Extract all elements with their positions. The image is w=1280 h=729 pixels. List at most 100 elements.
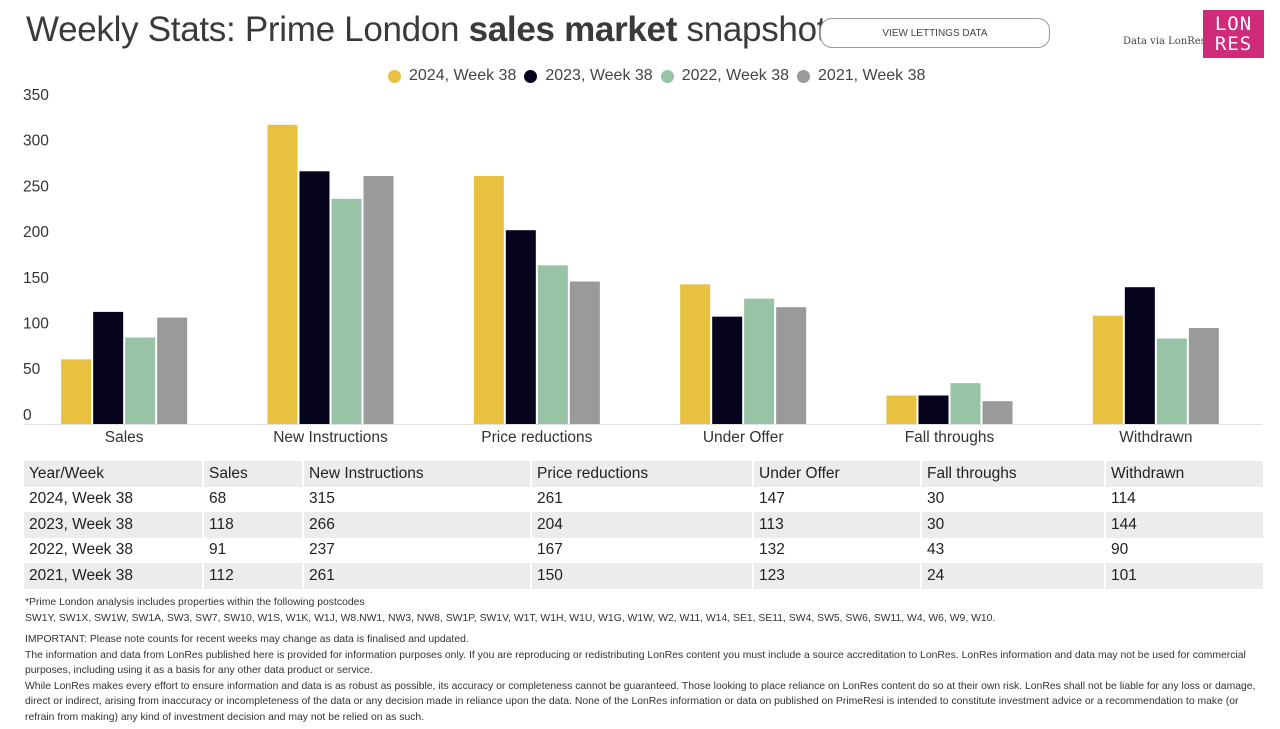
notes: *Prime London analysis includes properti…: [25, 595, 1265, 725]
table-cell: 204: [532, 512, 754, 538]
bar[interactable]: [125, 337, 156, 424]
bar[interactable]: [1156, 338, 1187, 425]
title-bold: sales market: [468, 10, 678, 49]
x-tick-label: Under Offer: [703, 429, 784, 446]
chart-legend: 2024, Week 38 2023, Week 38 2022, Week 38 2…: [388, 67, 933, 85]
table-cell: 30: [922, 512, 1106, 538]
table-header-cell: Under Offer: [754, 461, 922, 487]
table-cell: 315: [304, 486, 532, 512]
bar[interactable]: [918, 395, 949, 425]
view-lettings-data-button[interactable]: VIEW LETTINGS DATA: [820, 18, 1050, 48]
table-cell: 167: [532, 537, 754, 563]
bar[interactable]: [1124, 287, 1155, 424]
table-cell: 113: [754, 512, 922, 538]
table-cell: 266: [304, 512, 532, 538]
table-cell: 68: [204, 486, 304, 512]
bar[interactable]: [537, 265, 568, 424]
table-cell: 123: [754, 563, 922, 589]
legend-dot-icon: [524, 69, 538, 83]
table-cell: 261: [532, 486, 754, 512]
bar[interactable]: [363, 176, 394, 424]
logo-line-1: LON: [1214, 13, 1253, 35]
y-tick-label: 350: [23, 87, 49, 104]
x-tick-label: New Instructions: [273, 429, 388, 446]
table-cell: 2024, Week 38: [24, 486, 204, 512]
stats-table: Year/Week Sales New Instructions Price redu…: [24, 461, 1263, 589]
table-row: 2021, Week 38 112 261 150 123 24 101: [24, 563, 1263, 589]
bar[interactable]: [982, 401, 1013, 424]
x-tick-label: Fall throughs: [905, 429, 995, 446]
legend-item[interactable]: 2023, Week 38: [524, 67, 653, 85]
table-cell: 2021, Week 38: [24, 563, 204, 589]
table-cell: 144: [1111, 515, 1137, 533]
title-part-1: Weekly Stats: Prime London: [26, 10, 469, 49]
legend-dot-icon: [388, 69, 401, 83]
page-title: Weekly Stats: Prime London sales market …: [26, 10, 826, 50]
table-row: 2023, Week 38 118 266 204 113 30 144: [24, 512, 1263, 538]
legend-dot-icon: [797, 69, 811, 83]
bar[interactable]: [1188, 328, 1219, 424]
table-cell: 112: [204, 563, 304, 589]
bar[interactable]: [712, 316, 743, 424]
table-header-cell: Withdrawn: [1111, 464, 1185, 482]
bar[interactable]: [680, 284, 711, 424]
table-cell: 114: [1111, 490, 1136, 508]
bar[interactable]: [267, 124, 298, 424]
bar[interactable]: [299, 171, 330, 424]
table-cell: 91: [204, 537, 304, 563]
bar[interactable]: [886, 395, 917, 425]
table-header-cell: Price reductions: [532, 461, 754, 487]
table-header-cell: Fall throughs: [922, 461, 1106, 487]
bar[interactable]: [569, 281, 600, 425]
bar[interactable]: [776, 307, 807, 424]
y-tick-label: 300: [23, 133, 49, 150]
bar[interactable]: [331, 198, 362, 424]
x-tick-label: Price reductions: [481, 429, 592, 446]
y-tick-label: 50: [23, 361, 41, 378]
legend-item[interactable]: 2024, Week 38: [388, 67, 516, 85]
legend-label: 2023, Week 38: [545, 67, 653, 84]
table-cell: 24: [922, 563, 1106, 589]
y-tick-label: 0: [23, 407, 32, 424]
bar[interactable]: [61, 359, 92, 424]
y-tick-label: 250: [23, 178, 49, 195]
lonres-logo[interactable]: LON RES: [1203, 10, 1264, 58]
bar[interactable]: [473, 176, 504, 424]
table-row: 2022, Week 38 91 237 167 132 43 90: [24, 537, 1263, 563]
table-cell: 90: [1111, 541, 1129, 559]
bar[interactable]: [744, 298, 775, 424]
x-tick-label: Sales: [105, 429, 144, 446]
title-part-2: snapshot: [677, 10, 827, 49]
table-cell: 2023, Week 38: [24, 512, 204, 538]
table-header-cell: Year/Week: [24, 461, 204, 487]
legend-label: 2024, Week 38: [409, 67, 517, 84]
y-tick-label: 200: [23, 224, 49, 241]
important-note: IMPORTANT: Please note counts for recent…: [25, 634, 469, 645]
table-row: 2024, Week 38 68 315 261 147 30 114: [24, 486, 1263, 512]
disclaimer-1: The information and data from LonRes pub…: [25, 649, 1246, 677]
data-source-label: Data via LonRes: [1123, 36, 1206, 47]
disclaimer-2: While LonRes makes every effort to ensur…: [25, 680, 1256, 723]
table-header-cell: Sales: [204, 461, 304, 487]
table-cell: 2022, Week 38: [24, 537, 204, 563]
y-tick-label: 100: [23, 316, 49, 333]
table-cell: 147: [754, 486, 922, 512]
x-tick-label: Withdrawn: [1119, 429, 1192, 446]
table-cell: 30: [922, 486, 1106, 512]
legend-label: 2022, Week 38: [681, 67, 790, 84]
table-cell: 43: [922, 537, 1106, 563]
bar[interactable]: [93, 311, 124, 424]
bar[interactable]: [1092, 315, 1123, 424]
bar[interactable]: [505, 230, 536, 424]
table-cell: 237: [304, 537, 532, 563]
postcodes-list: SW1Y, SW1X, SW1W, SW1A, SW3, SW7, SW10, …: [25, 612, 996, 624]
bar[interactable]: [157, 317, 188, 424]
bar[interactable]: [950, 383, 981, 424]
postcodes-intro: *Prime London analysis includes properti…: [25, 597, 365, 608]
table-cell: 118: [204, 512, 304, 538]
legend-item[interactable]: 2021, Week 38: [797, 67, 925, 85]
table-header-row: Year/Week Sales New Instructions Price redu…: [24, 461, 1263, 487]
table-header-cell: New Instructions: [304, 461, 532, 487]
logo-line-2: RES: [1214, 33, 1253, 55]
legend-item[interactable]: 2022, Week 38: [660, 67, 790, 85]
